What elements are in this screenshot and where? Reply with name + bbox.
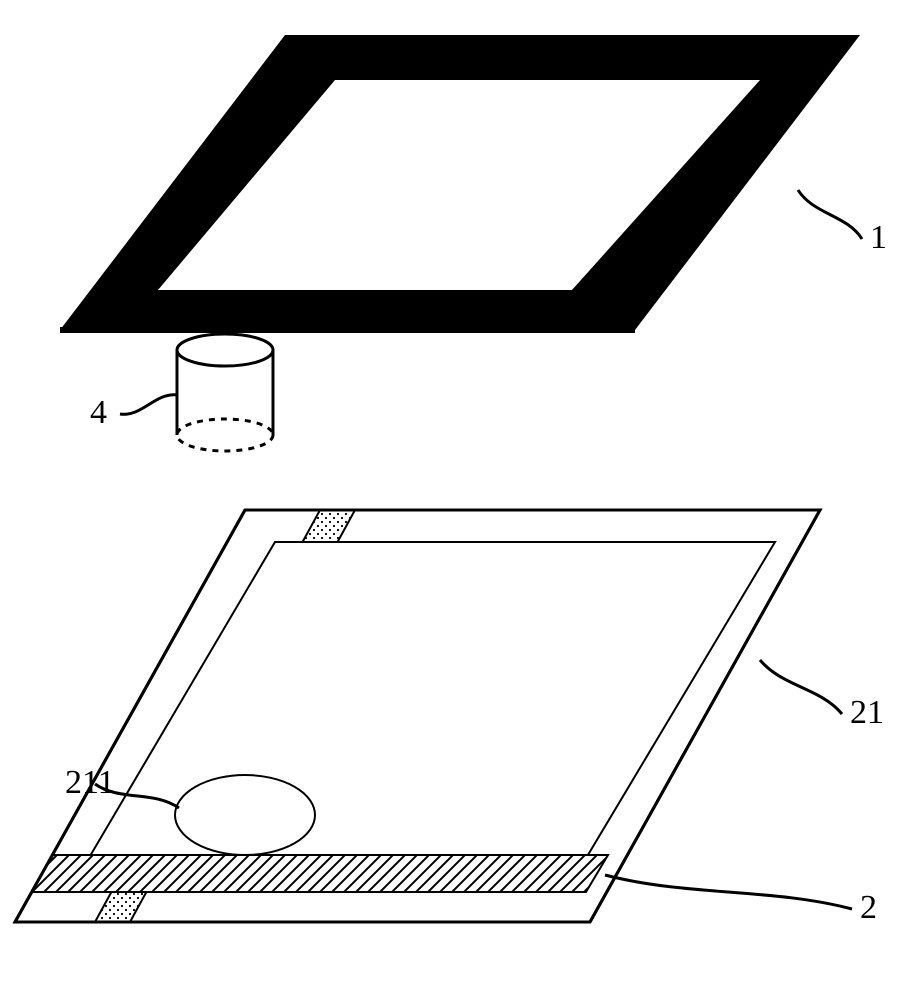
upper-frame bbox=[60, 35, 860, 330]
label-1: 1 bbox=[870, 219, 887, 257]
label-2: 2 bbox=[860, 889, 877, 927]
leader-2 bbox=[605, 875, 852, 909]
cylinder-top-ellipse bbox=[177, 334, 273, 366]
leader-21 bbox=[760, 660, 842, 714]
label-211: 211 bbox=[65, 764, 115, 802]
cylinder-bottom-ellipse bbox=[177, 419, 273, 451]
leader-1 bbox=[798, 190, 862, 239]
label-21: 21 bbox=[850, 694, 884, 732]
hatched-bar bbox=[32, 855, 608, 892]
figure-svg bbox=[0, 0, 920, 1000]
lower-panel-inner-fill bbox=[70, 542, 775, 890]
leader-4 bbox=[120, 395, 178, 415]
label-4: 4 bbox=[90, 394, 107, 432]
figure-canvas: 1 4 21 211 2 bbox=[0, 0, 920, 1000]
